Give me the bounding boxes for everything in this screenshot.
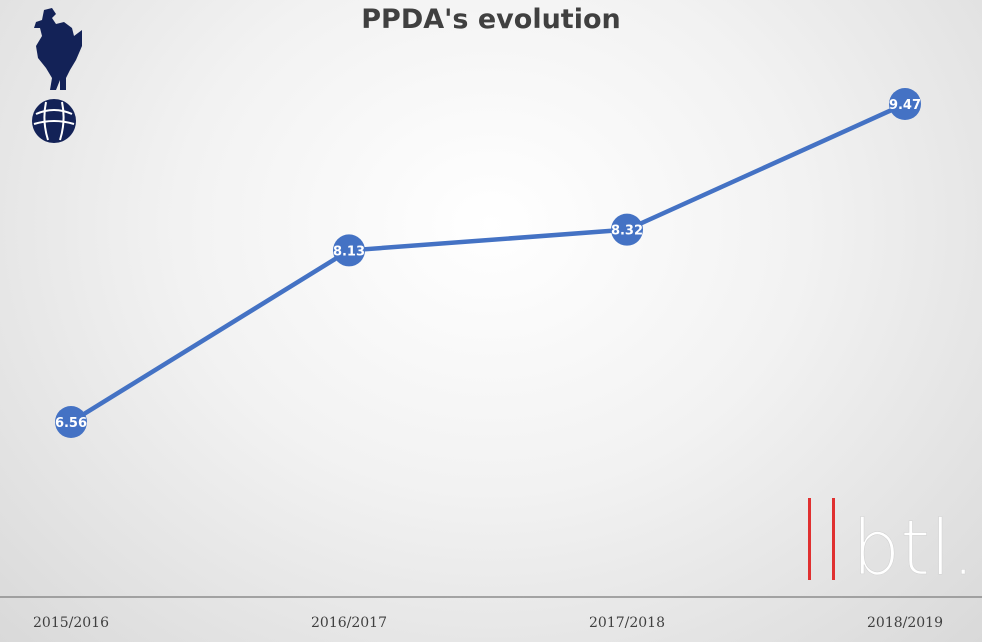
cockerel-icon	[34, 8, 82, 90]
x-tick-label: 2017/2018	[589, 615, 665, 631]
data-point	[611, 213, 643, 246]
club-crest-icon	[32, 8, 82, 143]
data-label: 6.56	[55, 416, 87, 431]
x-tick-label: 2015/2016	[33, 615, 109, 631]
data-point	[55, 406, 87, 438]
data-point	[333, 234, 365, 267]
tick-labels: 2015/2016 2016/2017 2017/2018 2018/2019	[33, 615, 943, 631]
data-label: 8.13	[333, 244, 365, 259]
data-label: 8.32	[611, 224, 643, 239]
series-line	[68, 101, 908, 425]
brand-text: btl.	[852, 503, 975, 584]
brand-bar-2	[832, 498, 835, 580]
brand-logo: btl.	[808, 498, 976, 584]
chart-title: PPDA's evolution	[361, 4, 621, 35]
brand-bar-1	[808, 498, 811, 580]
points-layer: 6.56 8.13 8.32 9.47	[55, 88, 921, 438]
ball-icon	[32, 99, 76, 143]
x-tick-label: 2016/2017	[311, 615, 387, 631]
x-tick-label: 2018/2019	[867, 615, 943, 631]
data-label: 9.47	[889, 98, 921, 113]
series-layer	[68, 101, 908, 425]
data-point	[889, 88, 921, 120]
